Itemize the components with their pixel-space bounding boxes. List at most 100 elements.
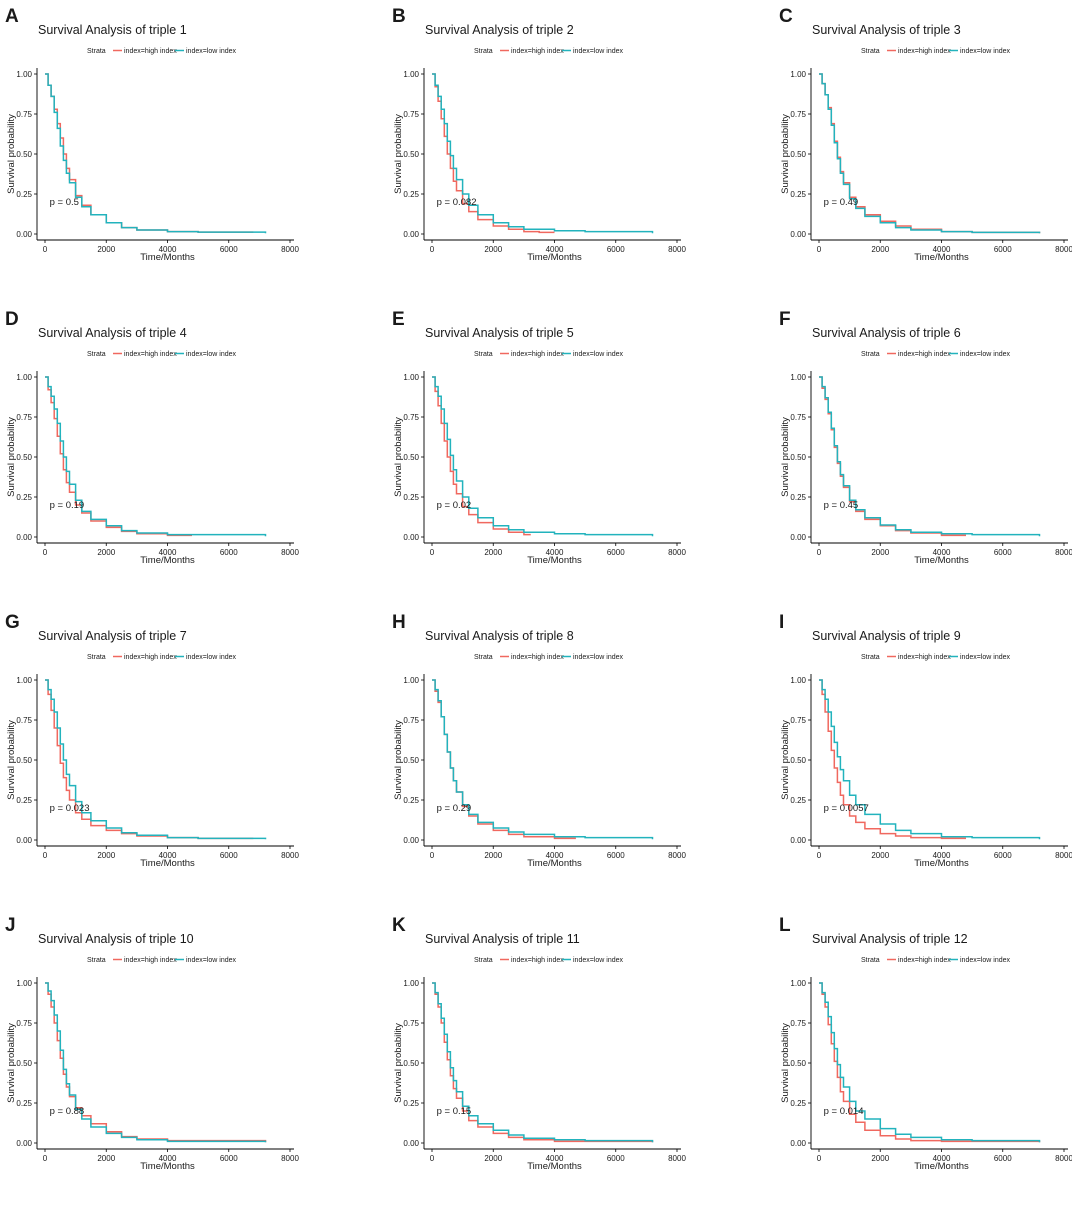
x-tick-label: 2000 — [871, 245, 889, 254]
km-curve-low-index — [45, 73, 267, 234]
legend-title: Strata — [87, 48, 106, 55]
legend-entry-high: index=high index — [898, 48, 951, 55]
y-axis-label: Survival probability — [393, 417, 404, 497]
legend-title: Strata — [861, 654, 880, 661]
y-axis-label: Survival probability — [6, 417, 17, 497]
y-tick-label: 0.50 — [790, 453, 806, 462]
km-curve-low-index — [432, 376, 654, 537]
km-curve-high-index — [45, 982, 267, 1143]
x-tick-label: 8000 — [668, 1154, 686, 1163]
km-curve-high-index — [819, 376, 966, 537]
legend-entry-high: index=high index — [124, 654, 177, 661]
legend-entry-high: index=high index — [898, 654, 951, 661]
legend-title: Strata — [87, 351, 106, 358]
x-tick-label: 2000 — [97, 245, 115, 254]
p-value-annotation: p = 0.19 — [50, 500, 85, 511]
x-tick-label: 0 — [430, 1154, 435, 1163]
x-axis-label: Time/Months — [140, 1161, 195, 1172]
chart-title: Survival Analysis of triple 1 — [38, 23, 187, 37]
km-plot-svg: E Survival Analysis of triple 5 Strata inde… — [392, 309, 686, 566]
legend-title: Strata — [87, 957, 106, 964]
km-curve-low-index — [432, 982, 654, 1143]
x-axis-label: Time/Months — [914, 252, 969, 263]
x-axis-label: Time/Months — [914, 1161, 969, 1172]
chart-title: Survival Analysis of triple 3 — [812, 23, 961, 37]
legend-entry-low: index=low index — [960, 351, 1011, 358]
x-tick-label: 4000 — [546, 851, 564, 860]
p-value-annotation: p = 0.88 — [50, 1106, 85, 1117]
chart-title: Survival Analysis of triple 5 — [425, 326, 574, 340]
x-tick-label: 2000 — [484, 548, 502, 557]
y-axis-label: Survival probability — [393, 114, 404, 194]
y-tick-label: 1.00 — [16, 979, 32, 988]
p-value-annotation: p = 0.5 — [50, 197, 79, 208]
km-curve-high-index — [819, 679, 966, 840]
x-tick-label: 6000 — [220, 548, 238, 557]
y-tick-label: 1.00 — [790, 70, 806, 79]
panel-letter: B — [392, 6, 406, 27]
km-curve-high-index — [432, 679, 576, 840]
y-tick-label: 0.00 — [790, 533, 806, 542]
y-tick-label: 1.00 — [403, 70, 419, 79]
y-tick-label: 0.75 — [16, 413, 32, 422]
y-tick-label: 0.25 — [790, 796, 806, 805]
x-tick-label: 8000 — [281, 245, 299, 254]
y-tick-label: 0.75 — [403, 716, 419, 725]
km-curve-high-index — [45, 73, 254, 233]
x-tick-label: 6000 — [994, 851, 1012, 860]
legend: Strata index=high index index=low index — [861, 654, 1011, 661]
panel-letter: G — [5, 612, 20, 633]
chart-title: Survival Analysis of triple 12 — [812, 932, 968, 946]
y-tick-label: 0.25 — [16, 190, 32, 199]
y-tick-label: 1.00 — [403, 676, 419, 685]
y-tick-label: 0.00 — [16, 230, 32, 239]
km-curve-high-index — [432, 982, 654, 1143]
y-tick-label: 0.50 — [790, 150, 806, 159]
y-tick-label: 0.00 — [403, 230, 419, 239]
legend-entry-high: index=high index — [511, 351, 564, 358]
x-tick-label: 4000 — [159, 548, 177, 557]
x-tick-label: 8000 — [1055, 851, 1072, 860]
legend-entry-high: index=high index — [124, 351, 177, 358]
y-tick-label: 0.50 — [16, 453, 32, 462]
km-curve-high-index — [45, 376, 192, 537]
legend-entry-low: index=low index — [186, 351, 237, 358]
x-tick-label: 0 — [817, 851, 822, 860]
legend-entry-high: index=high index — [898, 957, 951, 964]
km-panel-c: C Survival Analysis of triple 3 Strata inde… — [779, 2, 1072, 305]
km-panel-k: K Survival Analysis of triple 11 Strata ind… — [392, 911, 749, 1214]
km-panel-d: D Survival Analysis of triple 4 Strata inde… — [5, 305, 362, 608]
x-tick-label: 2000 — [871, 851, 889, 860]
y-tick-label: 0.25 — [403, 190, 419, 199]
y-axis-label: Survival probability — [6, 1023, 17, 1103]
km-panel-a: A Survival Analysis of triple 1 Strata inde… — [5, 2, 362, 305]
y-axis-label: Survival probability — [393, 1023, 404, 1103]
km-curve-high-index — [819, 982, 1041, 1143]
km-panel-f: F Survival Analysis of triple 6 Strata inde… — [779, 305, 1072, 608]
y-tick-label: 0.75 — [403, 413, 419, 422]
y-tick-label: 0.75 — [790, 110, 806, 119]
y-tick-label: 0.50 — [16, 1059, 32, 1068]
y-tick-label: 0.25 — [403, 493, 419, 502]
legend-title: Strata — [474, 351, 493, 358]
x-tick-label: 6000 — [994, 548, 1012, 557]
km-panel-i: I Survival Analysis of triple 9 Strata inde… — [779, 608, 1072, 911]
y-tick-label: 0.50 — [403, 150, 419, 159]
x-tick-label: 0 — [43, 851, 48, 860]
x-tick-label: 2000 — [484, 245, 502, 254]
x-tick-label: 6000 — [607, 851, 625, 860]
km-panel-j: J Survival Analysis of triple 10 Strata ind… — [5, 911, 362, 1214]
chart-title: Survival Analysis of triple 6 — [812, 326, 961, 340]
legend-entry-high: index=high index — [124, 957, 177, 964]
y-tick-label: 0.50 — [403, 1059, 419, 1068]
legend-title: Strata — [861, 957, 880, 964]
y-tick-label: 0.75 — [16, 1019, 32, 1028]
km-curve-low-index — [819, 982, 1041, 1143]
y-tick-label: 1.00 — [403, 979, 419, 988]
y-tick-label: 0.00 — [403, 1139, 419, 1148]
x-tick-label: 8000 — [1055, 245, 1072, 254]
y-tick-label: 0.50 — [403, 756, 419, 765]
km-panel-b: B Survival Analysis of triple 2 Strata inde… — [392, 2, 749, 305]
x-tick-label: 0 — [430, 548, 435, 557]
x-tick-label: 4000 — [933, 1154, 951, 1163]
